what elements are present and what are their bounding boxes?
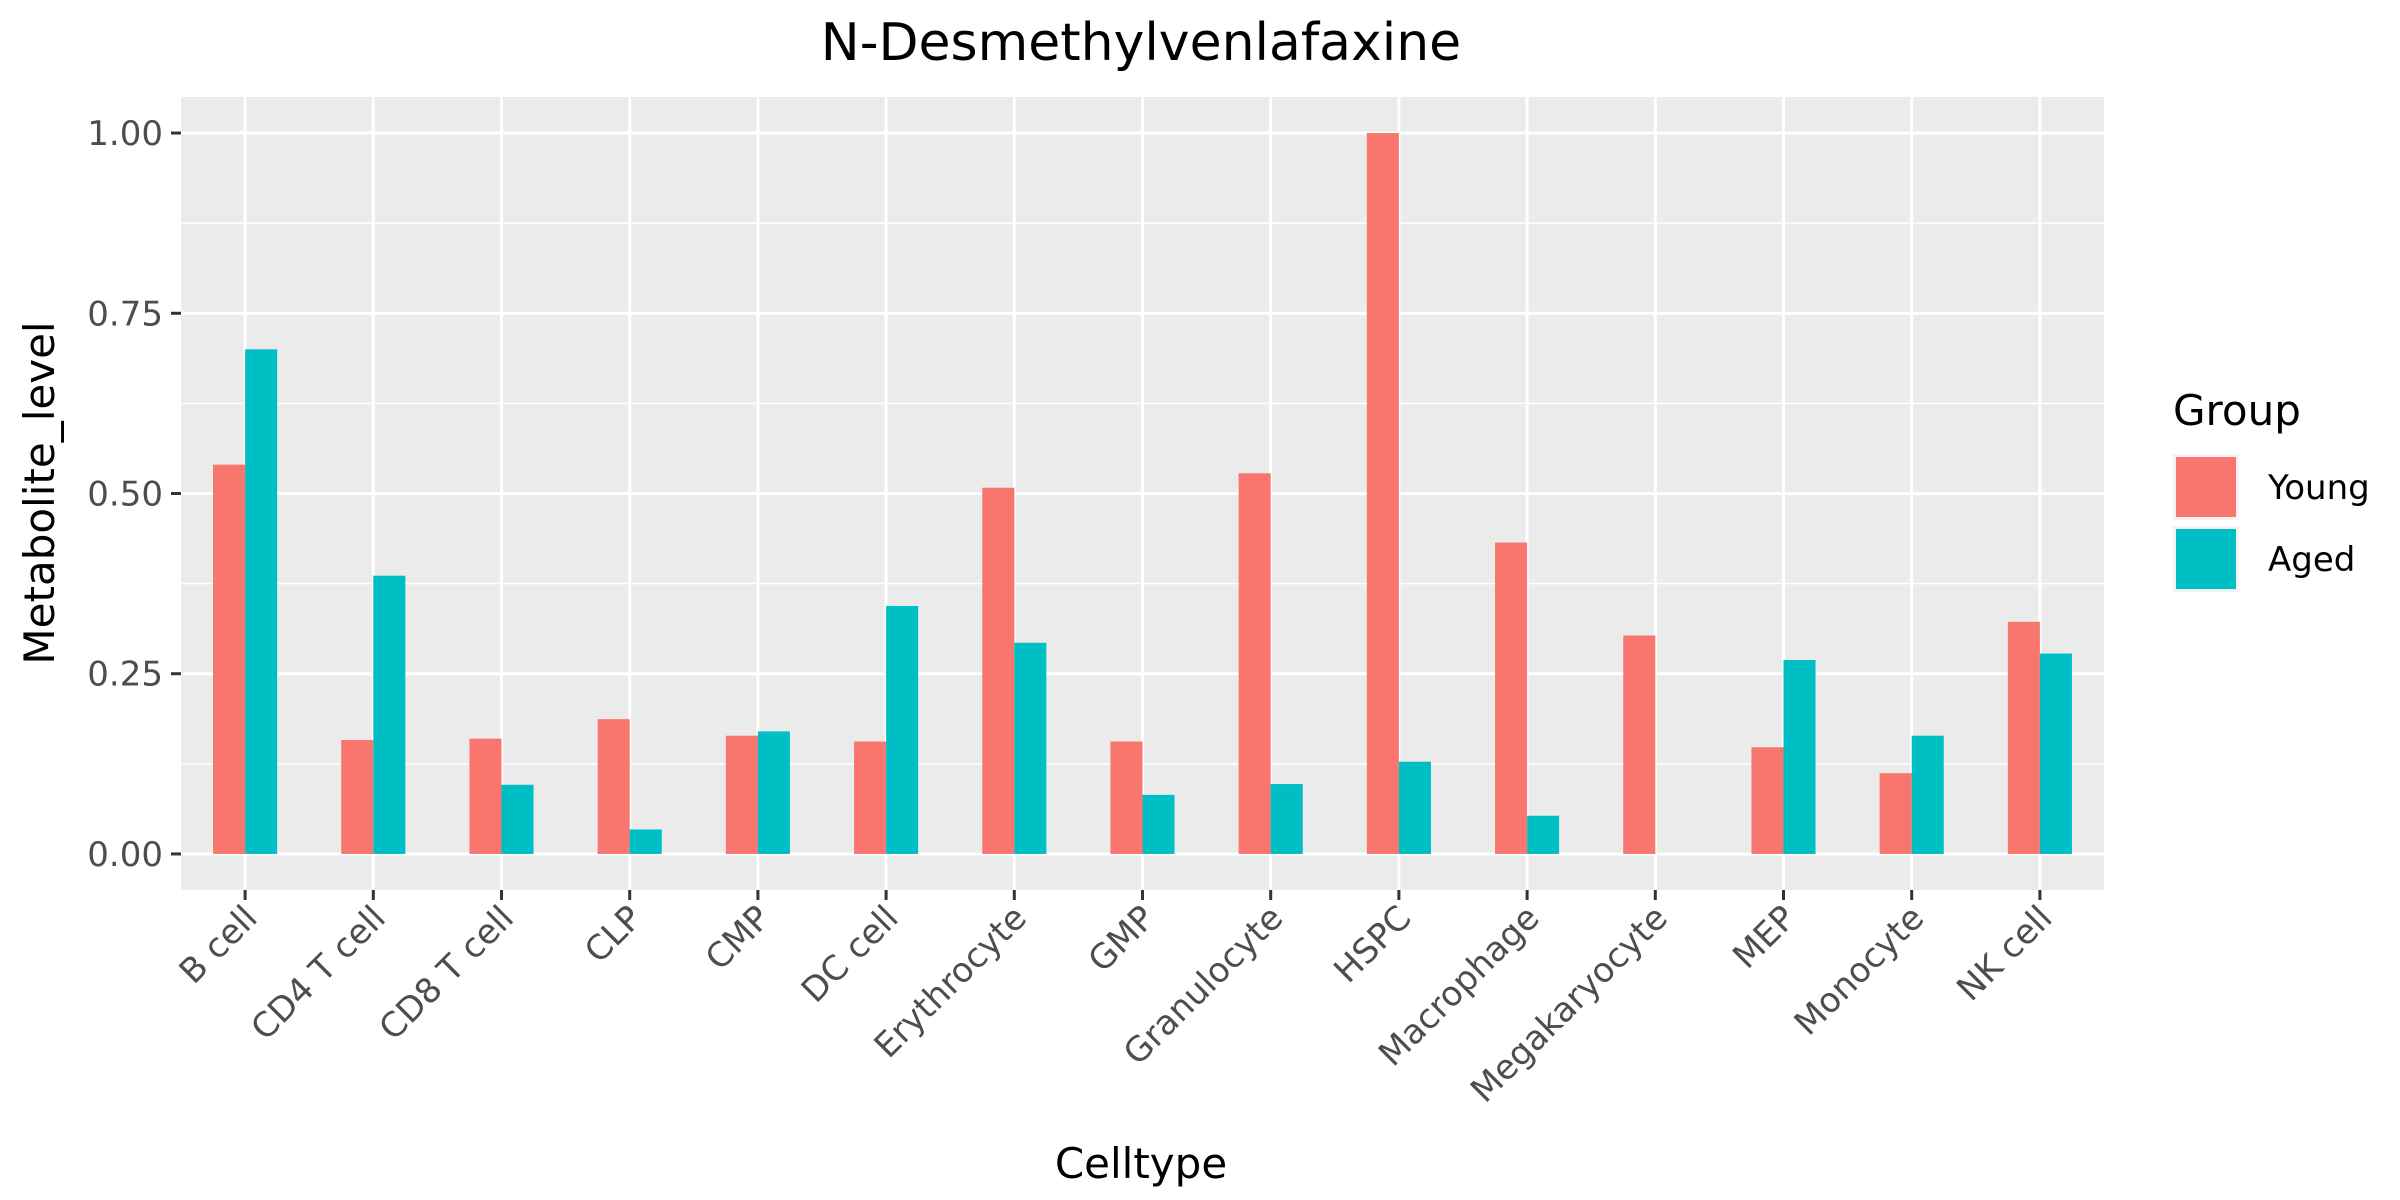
bar-aged <box>886 605 919 854</box>
x-tick-label: CMP <box>698 898 778 978</box>
x-axis-title: Celltype <box>1055 1139 1227 1188</box>
bar-young <box>1110 741 1143 854</box>
bar-young <box>1751 747 1784 854</box>
x-tick-label: DC cell <box>794 898 907 1011</box>
legend-swatch-young <box>2176 457 2236 517</box>
y-axis: 0.00 0.25 0.50 0.75 1.00 <box>87 114 181 875</box>
bar-young <box>725 735 758 854</box>
x-tick-label: CLP <box>577 898 650 971</box>
bar-young <box>469 738 502 854</box>
bar-aged <box>1783 660 1816 854</box>
bars <box>213 133 2072 854</box>
bar-young <box>1238 473 1271 854</box>
bar-young <box>854 741 887 854</box>
x-tick-label: CD4 T cell <box>243 898 393 1048</box>
y-tick-label: 1.00 <box>87 114 163 154</box>
bar-aged <box>757 731 790 854</box>
legend-swatch-aged <box>2176 529 2236 589</box>
legend-label-aged: Aged <box>2268 540 2355 580</box>
y-tick-label: 0.75 <box>87 294 163 334</box>
bar-young <box>341 740 374 854</box>
bar-young <box>1879 773 1912 854</box>
legend-title: Group <box>2173 386 2301 435</box>
bar-aged <box>1527 815 1560 854</box>
y-axis-title: Metabolite_level <box>15 321 64 664</box>
bar-aged <box>1142 794 1175 854</box>
bar-young <box>1366 133 1399 854</box>
x-tick-label: B cell <box>172 898 266 992</box>
x-tick-label: CD8 T cell <box>372 898 522 1048</box>
bar-aged <box>2039 653 2072 854</box>
y-tick-label: 0.25 <box>87 655 163 695</box>
bar-aged <box>1270 784 1303 854</box>
bar-young <box>982 487 1015 854</box>
bar-aged <box>501 784 534 854</box>
bar-aged <box>1911 735 1944 854</box>
x-tick-label: NK cell <box>1949 898 2060 1009</box>
legend-label-young: Young <box>2267 468 2370 508</box>
x-tick-label: HSPC <box>1326 898 1419 991</box>
y-tick-label: 0.50 <box>87 475 163 515</box>
y-tick-label: 0.00 <box>87 835 163 875</box>
bar-aged <box>1014 642 1047 854</box>
bar-aged <box>1398 761 1431 854</box>
bar-aged <box>629 829 662 854</box>
bar-young <box>1495 542 1528 854</box>
bar-young <box>597 719 630 854</box>
bar-aged <box>245 349 278 854</box>
bar-aged <box>373 575 406 854</box>
chart-title: N-Desmethylvenlafaxine <box>821 13 1461 73</box>
bar-young <box>213 464 246 854</box>
bar-young <box>2007 621 2040 854</box>
bar-young <box>1623 635 1656 854</box>
x-tick-label: MEP <box>1725 898 1804 977</box>
x-tick-label: GMP <box>1081 898 1163 980</box>
x-tick-label: Monocyte <box>1787 898 1932 1043</box>
legend: Group Young Aged <box>2173 386 2370 592</box>
